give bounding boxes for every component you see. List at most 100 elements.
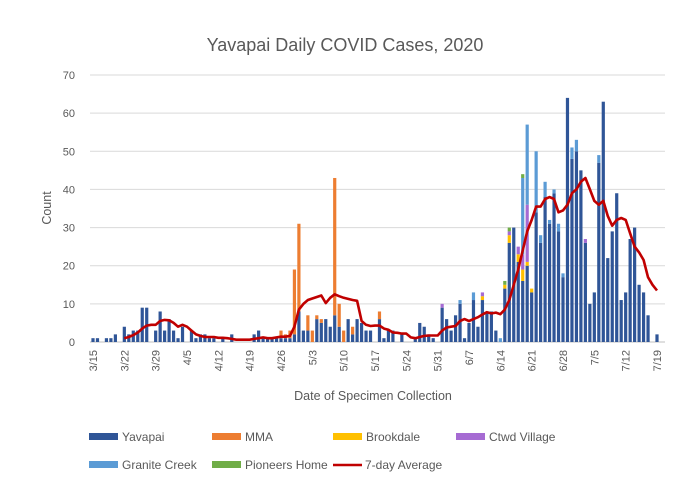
bar-yavapai bbox=[163, 330, 167, 342]
legend-swatch-granite-creek bbox=[89, 461, 118, 468]
bar-yavapai bbox=[413, 338, 417, 342]
bar-yavapai bbox=[400, 334, 404, 342]
legend-swatch-yavapai bbox=[89, 433, 118, 440]
seven-day-average-line bbox=[123, 176, 659, 342]
bar-yavapai bbox=[521, 280, 525, 342]
legend-label-pioneers-home: Pioneers Home bbox=[245, 458, 328, 472]
bar-yavapai bbox=[359, 322, 364, 342]
bar-granite-creek bbox=[471, 292, 476, 301]
bars bbox=[91, 97, 659, 342]
bar-yavapai bbox=[283, 338, 288, 342]
bar-yavapai bbox=[328, 326, 332, 342]
bar-yavapai bbox=[212, 338, 216, 342]
bar-granite-creek bbox=[574, 139, 579, 152]
bar-yavapai bbox=[427, 334, 431, 342]
bar-mma bbox=[306, 315, 310, 331]
bar-granite-creek bbox=[556, 223, 561, 232]
bar-granite-creek bbox=[534, 151, 538, 213]
bar-yavapai bbox=[565, 97, 570, 342]
x-tick-label: 4/19 bbox=[245, 350, 257, 371]
bar-granite-creek bbox=[521, 177, 525, 255]
x-tick-label: 5/17 bbox=[370, 350, 382, 371]
bar-yavapai bbox=[489, 311, 493, 342]
y-tick-label: 10 bbox=[63, 299, 75, 311]
x-tick-label: 7/5 bbox=[589, 350, 601, 365]
gridlines bbox=[90, 74, 665, 343]
bar-yavapai bbox=[570, 158, 574, 342]
bar-yavapai bbox=[534, 212, 538, 342]
bar-yavapai bbox=[257, 330, 261, 342]
bar-granite-creek bbox=[570, 147, 574, 159]
bar-yavapai bbox=[615, 193, 619, 342]
x-tick-label: 5/31 bbox=[433, 350, 445, 371]
x-tick-label: 7/12 bbox=[621, 350, 633, 371]
bar-granite-creek bbox=[552, 189, 556, 194]
x-tick-label: 5/3 bbox=[307, 350, 319, 365]
bar-ctwd-village bbox=[440, 303, 444, 308]
bar-yavapai bbox=[346, 319, 350, 342]
bar-mma bbox=[333, 177, 337, 316]
y-tick-label: 70 bbox=[63, 70, 75, 82]
bar-yavapai bbox=[431, 338, 435, 342]
y-tick-label: 0 bbox=[69, 337, 75, 349]
legend-label-granite-creek: Granite Creek bbox=[122, 458, 198, 472]
bar-granite-creek bbox=[539, 235, 543, 243]
bar-yavapai bbox=[167, 319, 171, 342]
bar-yavapai bbox=[619, 300, 623, 342]
x-tick-label: 6/14 bbox=[495, 350, 507, 371]
bar-pioneers-home bbox=[503, 280, 507, 285]
bar-mma bbox=[279, 330, 283, 339]
bar-yavapai bbox=[579, 170, 583, 342]
x-tick-label: 5/10 bbox=[339, 350, 351, 371]
bar-ctwd-village bbox=[507, 231, 511, 236]
bar-yavapai bbox=[633, 227, 637, 342]
bar-yavapai bbox=[418, 322, 422, 342]
x-tick-label: 6/21 bbox=[527, 350, 539, 371]
bar-yavapai bbox=[104, 338, 109, 342]
bar-yavapai bbox=[306, 330, 310, 342]
bar-yavapai bbox=[597, 162, 601, 342]
bar-yavapai bbox=[592, 292, 596, 342]
bar-yavapai bbox=[539, 242, 543, 342]
bar-yavapai bbox=[315, 319, 319, 342]
bar-yavapai bbox=[176, 338, 180, 342]
legend-swatch-mma bbox=[212, 433, 241, 440]
x-tick-label: 6/28 bbox=[558, 350, 570, 371]
x-tick-label: 3/29 bbox=[151, 350, 163, 371]
bar-yavapai bbox=[198, 334, 203, 342]
legend-label-ctwd-village: Ctwd Village bbox=[489, 430, 556, 444]
bar-ctwd-village bbox=[480, 292, 485, 297]
bar-yavapai bbox=[556, 231, 561, 342]
bar-granite-creek bbox=[597, 155, 601, 163]
bar-mma bbox=[310, 330, 314, 342]
bar-yavapai bbox=[530, 292, 534, 342]
bar-yavapai bbox=[588, 303, 592, 342]
bar-yavapai bbox=[91, 338, 95, 342]
y-axis-label: Count bbox=[40, 191, 54, 225]
bar-yavapai bbox=[494, 330, 498, 342]
bar-granite-creek bbox=[458, 300, 462, 304]
bar-yavapai bbox=[221, 338, 225, 342]
bar-brookdale bbox=[503, 284, 507, 289]
x-tick-label: 4/5 bbox=[182, 350, 194, 365]
bar-yavapai bbox=[319, 322, 323, 342]
bar-yavapai bbox=[292, 334, 297, 342]
bar-yavapai bbox=[324, 319, 328, 342]
bar-yavapai bbox=[136, 330, 140, 342]
bar-yavapai bbox=[641, 292, 646, 342]
bar-ctwd-village bbox=[583, 239, 587, 243]
bar-yavapai bbox=[333, 315, 337, 342]
bar-yavapai bbox=[525, 265, 529, 342]
bar-yavapai bbox=[158, 311, 162, 342]
bar-yavapai bbox=[458, 303, 462, 342]
bar-yavapai bbox=[301, 330, 305, 342]
bar-yavapai bbox=[503, 288, 507, 342]
bar-yavapai bbox=[574, 151, 579, 342]
legend-label-brookdale: Brookdale bbox=[366, 430, 420, 444]
bar-yavapai bbox=[391, 330, 395, 342]
bar-yavapai bbox=[606, 258, 610, 342]
bar-yavapai bbox=[601, 101, 605, 342]
bar-brookdale bbox=[525, 261, 529, 266]
x-tick-label: 5/24 bbox=[401, 350, 413, 371]
bar-yavapai bbox=[109, 338, 113, 342]
